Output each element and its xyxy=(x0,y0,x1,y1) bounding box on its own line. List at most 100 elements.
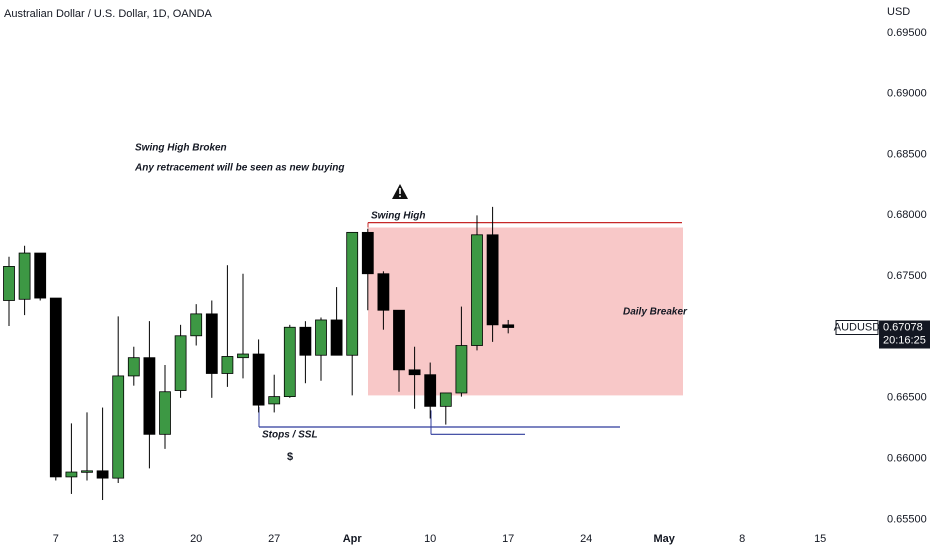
candle xyxy=(471,215,483,351)
candle-body xyxy=(315,319,327,356)
breaker-zone xyxy=(368,227,683,396)
y-tick-label: 0.67500 xyxy=(887,270,927,282)
x-tick-label: 17 xyxy=(502,533,514,545)
candle-body xyxy=(3,266,15,301)
x-tick-label: 7 xyxy=(53,533,59,545)
candle xyxy=(315,317,327,381)
candle-body xyxy=(174,335,187,391)
candle xyxy=(205,300,218,398)
candle-body xyxy=(377,273,390,311)
candle xyxy=(112,316,125,483)
annotation: Any retracement will be seen as new buyi… xyxy=(134,163,345,174)
candle xyxy=(252,339,265,413)
candle-body xyxy=(393,309,405,371)
candle-body xyxy=(34,252,47,299)
candle xyxy=(221,265,234,387)
annotation: Stops / SSL xyxy=(262,430,318,441)
candle xyxy=(3,256,15,327)
x-tick-label: 15 xyxy=(814,533,826,545)
candle xyxy=(299,321,312,384)
annotation: Swing High Broken xyxy=(135,143,227,154)
candle xyxy=(34,252,47,301)
candle xyxy=(283,324,296,398)
candle xyxy=(159,364,171,449)
chart-title: Australian Dollar / U.S. Dollar, 1D, OAN… xyxy=(4,8,213,20)
candle xyxy=(237,273,249,379)
y-tick-label: 0.68500 xyxy=(887,148,927,160)
candle xyxy=(377,271,390,330)
candle xyxy=(502,319,515,334)
candle-body xyxy=(361,231,374,275)
candle-body xyxy=(65,471,78,478)
candle-body xyxy=(18,252,31,300)
last-price-label: 0.67078 xyxy=(883,321,923,333)
candle-body xyxy=(252,353,265,406)
candle-body xyxy=(143,357,156,435)
candle xyxy=(49,297,62,481)
candle-body xyxy=(49,297,62,478)
candle-body xyxy=(96,470,109,479)
candle xyxy=(393,309,405,392)
x-tick-label: May xyxy=(653,533,675,545)
y-tick-label: 0.66000 xyxy=(887,453,927,465)
candle-body xyxy=(502,324,515,328)
x-tick-label: Apr xyxy=(343,533,363,545)
candle-body xyxy=(455,345,468,394)
candle-body xyxy=(439,392,452,407)
candle xyxy=(361,228,374,311)
candle-body xyxy=(190,313,203,337)
candle xyxy=(18,245,31,316)
candle-body xyxy=(283,326,296,398)
candle xyxy=(174,324,187,398)
y-tick-label: 0.66500 xyxy=(887,392,927,404)
x-tick-label: 10 xyxy=(424,533,436,545)
candle-body xyxy=(424,374,437,407)
y-tick-label: 0.68000 xyxy=(887,209,927,221)
price-tag xyxy=(879,320,930,349)
x-tick-label: 24 xyxy=(580,533,592,545)
candle-body xyxy=(486,234,499,326)
candle xyxy=(424,362,437,419)
candle xyxy=(268,374,281,413)
symbol-tag xyxy=(835,320,879,336)
warning-icon xyxy=(392,184,408,199)
candle xyxy=(486,206,499,342)
candle-body xyxy=(112,375,125,479)
y-axis-unit: USD xyxy=(887,6,910,18)
y-tick-label: 0.65500 xyxy=(887,513,927,525)
annotation: Swing High xyxy=(371,211,425,222)
candle-body xyxy=(205,313,218,374)
candle-body xyxy=(127,357,140,377)
candle-body xyxy=(268,396,281,405)
candle xyxy=(127,346,140,386)
candle xyxy=(143,321,156,469)
symbol-label: AUDUSD xyxy=(834,321,881,333)
candle-body xyxy=(346,231,359,356)
x-tick-label: 13 xyxy=(112,533,124,545)
candle-body xyxy=(471,234,483,346)
candle xyxy=(408,346,421,409)
candle xyxy=(439,392,452,425)
candle-body xyxy=(237,353,249,359)
candle xyxy=(65,423,78,494)
candle-body xyxy=(221,356,234,374)
candle-body xyxy=(299,326,312,356)
candle xyxy=(346,231,359,396)
y-tick-label: 0.69000 xyxy=(887,88,927,100)
countdown: 20:16:25 xyxy=(883,334,926,346)
y-tick-label: 0.69500 xyxy=(887,27,927,39)
annotation: $ xyxy=(287,451,293,463)
x-tick-label: 20 xyxy=(190,533,202,545)
candle xyxy=(330,287,343,356)
candle-body xyxy=(408,369,421,376)
annotation: Daily Breaker xyxy=(623,307,688,318)
candle xyxy=(96,407,109,501)
x-tick-label: 8 xyxy=(739,533,745,545)
candle-body xyxy=(81,470,93,473)
candle xyxy=(455,306,468,397)
candle-body xyxy=(159,391,171,435)
candle-body xyxy=(330,319,343,356)
candle xyxy=(190,304,203,346)
candle xyxy=(81,412,93,481)
